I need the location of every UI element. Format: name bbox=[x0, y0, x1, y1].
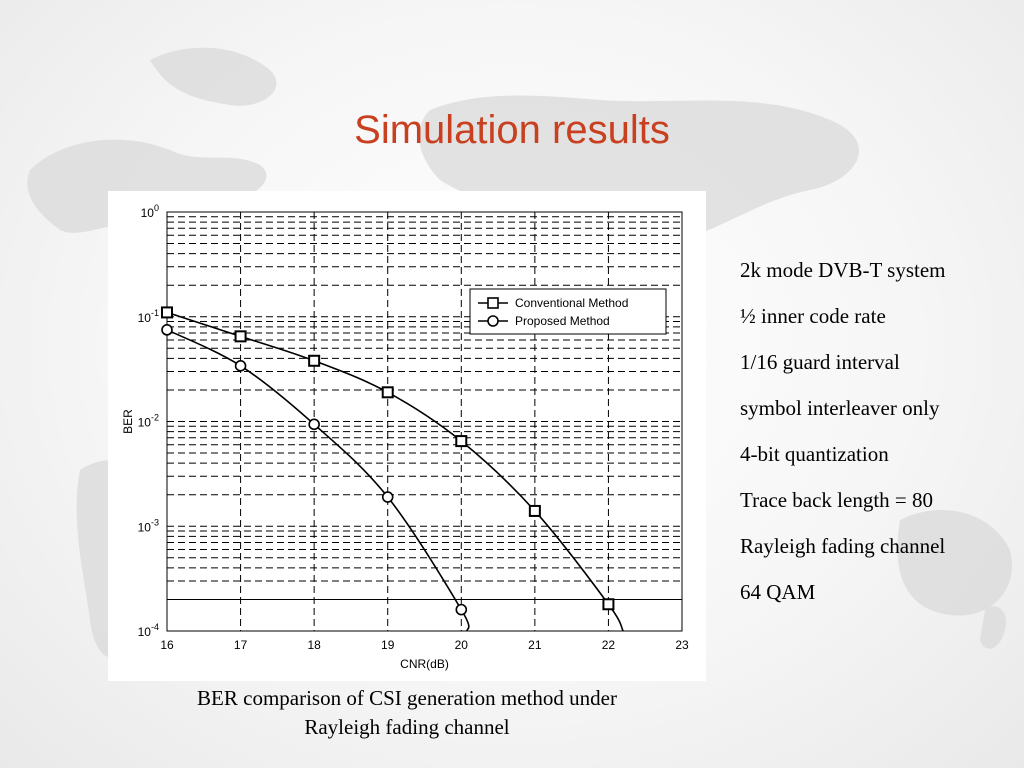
legend-entry-label: Conventional Method bbox=[515, 296, 628, 310]
grid-lines bbox=[167, 212, 682, 631]
y-tick-label: 100 bbox=[141, 203, 159, 220]
x-tick-label: 23 bbox=[675, 638, 689, 652]
param-item: 2k mode DVB-T system bbox=[740, 258, 946, 282]
x-tick-label: 19 bbox=[381, 638, 395, 652]
caption-line-1: BER comparison of CSI generation method … bbox=[197, 686, 617, 710]
param-item: 4-bit quantization bbox=[740, 442, 889, 466]
series-line bbox=[166, 329, 470, 632]
data-point-square bbox=[308, 354, 321, 367]
series-line bbox=[166, 311, 624, 632]
data-point-square bbox=[161, 306, 173, 319]
legend: Conventional Method Proposed Method bbox=[469, 288, 667, 335]
y-axis-label: BER bbox=[121, 409, 135, 434]
param-item: 64 QAM bbox=[740, 580, 816, 604]
legend-box bbox=[469, 288, 667, 335]
data-point-square bbox=[381, 386, 394, 399]
data-point-circle bbox=[234, 360, 247, 372]
x-tick-label: 22 bbox=[602, 638, 616, 652]
series-proposed bbox=[161, 324, 470, 632]
data-point-circle bbox=[161, 324, 173, 336]
y-tick-label: 10-1 bbox=[138, 308, 159, 325]
legend-marker-circle bbox=[487, 315, 499, 327]
param-item: Trace back length = 80 bbox=[740, 488, 934, 512]
param-item: ½ inner code rate bbox=[740, 304, 886, 328]
data-point-square bbox=[455, 435, 468, 448]
legend-marker-square bbox=[487, 297, 499, 309]
x-tick-label: 21 bbox=[528, 638, 542, 652]
slide-title: Simulation results bbox=[354, 108, 670, 152]
chart-caption: BER comparison of CSI generation method … bbox=[108, 684, 706, 742]
caption-line-2: Rayleigh fading channel bbox=[304, 715, 510, 739]
data-point-square bbox=[528, 504, 541, 517]
x-tick-label: 20 bbox=[455, 638, 469, 652]
ber-chart: 16 17 18 19 20 21 22 23 100 10-1 10-2 10-3 10-4 CNR(d… bbox=[108, 191, 706, 681]
simulation-parameters: 2k mode DVB-T system ½ inner code rate 1… bbox=[740, 254, 1020, 622]
data-point-square bbox=[602, 598, 615, 611]
y-tick-label: 10-4 bbox=[138, 622, 159, 639]
param-item: 1/16 guard interval bbox=[740, 350, 900, 374]
y-tick-label: 10-3 bbox=[138, 517, 159, 534]
data-point-circle bbox=[455, 603, 468, 616]
x-tick-label: 18 bbox=[307, 638, 321, 652]
legend-entry-label: Proposed Method bbox=[515, 314, 610, 328]
param-item: symbol interleaver only bbox=[740, 396, 940, 420]
series-conventional bbox=[161, 306, 624, 632]
data-point-circle bbox=[381, 491, 394, 503]
x-tick-label: 17 bbox=[234, 638, 248, 652]
plot-frame bbox=[166, 211, 683, 632]
x-axis-label: CNR(dB) bbox=[400, 657, 449, 671]
ber-chart-svg: 16 17 18 19 20 21 22 23 100 10-1 10-2 10-3 10-4 CNR(d… bbox=[121, 203, 689, 671]
data-point-square bbox=[234, 330, 247, 343]
y-tick-label: 10-2 bbox=[138, 413, 159, 430]
param-item: Rayleigh fading channel bbox=[740, 534, 946, 558]
data-point-circle bbox=[308, 418, 320, 431]
x-tick-label: 16 bbox=[160, 638, 174, 652]
